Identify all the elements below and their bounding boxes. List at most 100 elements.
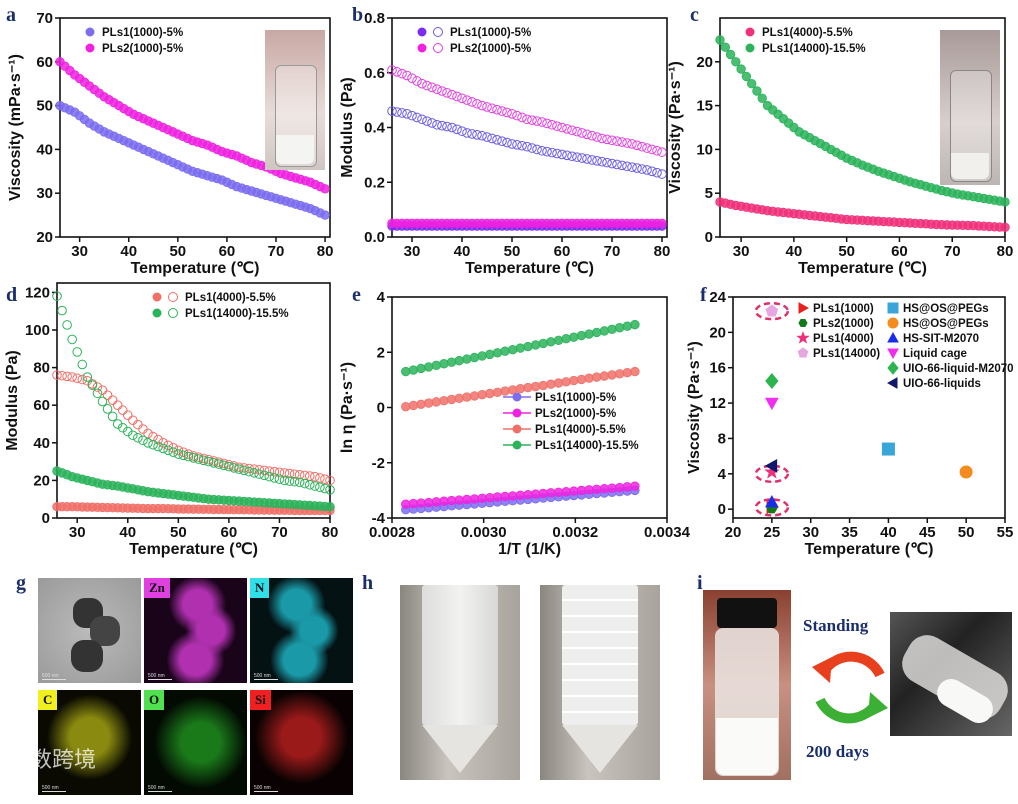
data-point (457, 93, 467, 104)
panel-letter-d: d (6, 284, 18, 306)
edx-map-zn: Zn 500 nm (144, 578, 247, 683)
highlight-ellipse (754, 301, 790, 321)
x-tick-label: 80 (997, 243, 1014, 260)
x-tick-label: 50 (170, 524, 187, 541)
data-point (416, 399, 426, 409)
data-point (630, 319, 640, 330)
data-point (562, 124, 572, 134)
x-tick-label: 0.0032 (552, 524, 598, 541)
data-point (407, 73, 417, 84)
data-point (500, 346, 510, 356)
element-label-c: C (38, 690, 58, 710)
data-point (299, 478, 310, 489)
data-point (572, 152, 582, 162)
data-point (765, 372, 779, 389)
data-point (602, 157, 612, 168)
chart-panel-e (387, 296, 668, 523)
data-point (397, 108, 407, 118)
scale-bar: 500 nm (148, 673, 172, 680)
data-point (500, 386, 510, 396)
data-point (284, 476, 295, 486)
data-point (512, 140, 522, 150)
data-point (284, 468, 295, 479)
legend-marker (796, 331, 810, 344)
data-point (482, 132, 492, 142)
x-axis-label: Temperature (℃) (129, 541, 258, 558)
x-tick-label: 70 (268, 243, 285, 260)
x-tick-label: 0.0028 (369, 524, 415, 541)
legend-marker (887, 348, 899, 360)
data-point (402, 109, 412, 119)
y-tick-label: 16 (709, 360, 726, 377)
panel-letter-a: a (6, 4, 16, 26)
data-point (320, 483, 330, 494)
data-point (532, 116, 542, 126)
data-point (320, 210, 330, 220)
data-point (467, 97, 477, 107)
data-point (279, 468, 290, 478)
y-tick-label: 70 (36, 10, 53, 27)
data-point (515, 384, 526, 394)
y-tick-label: 24 (709, 289, 726, 306)
x-tick-label: 45 (919, 524, 936, 541)
data-point (472, 98, 482, 109)
y-axis-label: ln η (Pa·s⁻¹) (339, 362, 356, 453)
series-3 (401, 319, 640, 377)
data-point (517, 112, 527, 123)
legend-marker (887, 317, 899, 329)
y-tick-label: 20 (709, 324, 726, 341)
data-point (122, 410, 133, 421)
data-point (569, 375, 579, 386)
data-point (178, 450, 189, 461)
data-point (446, 357, 457, 367)
data-point (546, 337, 556, 347)
data-point (133, 419, 143, 430)
data-point (530, 381, 541, 392)
data-point (599, 326, 610, 336)
data-point (193, 454, 204, 464)
legend-marker (512, 424, 522, 434)
data-point (52, 291, 62, 301)
x-tick-label: 50 (169, 243, 186, 260)
legend-label: PLs1(1000)-5% (450, 27, 531, 39)
data-point (757, 93, 767, 104)
y-tick-label: 0 (718, 501, 726, 518)
data-point (657, 147, 667, 157)
legend-marker-open (168, 308, 178, 318)
data-point (507, 344, 518, 355)
data-point (647, 144, 657, 155)
panel-letter-h: h (362, 572, 374, 594)
data-point (387, 65, 397, 75)
data-point (320, 184, 330, 194)
data-point (454, 355, 464, 366)
vial-photo-inset-c (940, 30, 1000, 185)
data-point (485, 388, 495, 399)
data-point (153, 434, 163, 445)
data-point (577, 128, 587, 138)
data-point (477, 390, 487, 400)
edx-map-si: Si 500 nm (250, 690, 353, 795)
data-point (765, 304, 779, 317)
legend-marker (745, 27, 755, 37)
legend-label: PLs2(1000)-5% (102, 43, 183, 55)
data-point (289, 476, 300, 487)
data-point (741, 71, 752, 82)
data-point (542, 118, 552, 129)
data-point (731, 57, 741, 67)
x-tick-label: 80 (317, 243, 334, 260)
series-1 (387, 218, 667, 229)
data-point (720, 42, 730, 52)
data-point (168, 443, 179, 453)
data-point (542, 146, 552, 157)
data-point (612, 159, 622, 170)
data-point (82, 375, 93, 386)
data-point (264, 471, 275, 482)
data-point (497, 106, 507, 116)
x-tick-label: 80 (322, 524, 339, 541)
data-point (427, 82, 437, 93)
x-axis-label: Temperature (℃) (805, 541, 934, 558)
panel-letter-i: i (697, 572, 703, 594)
y-tick-label: 4 (718, 466, 727, 483)
